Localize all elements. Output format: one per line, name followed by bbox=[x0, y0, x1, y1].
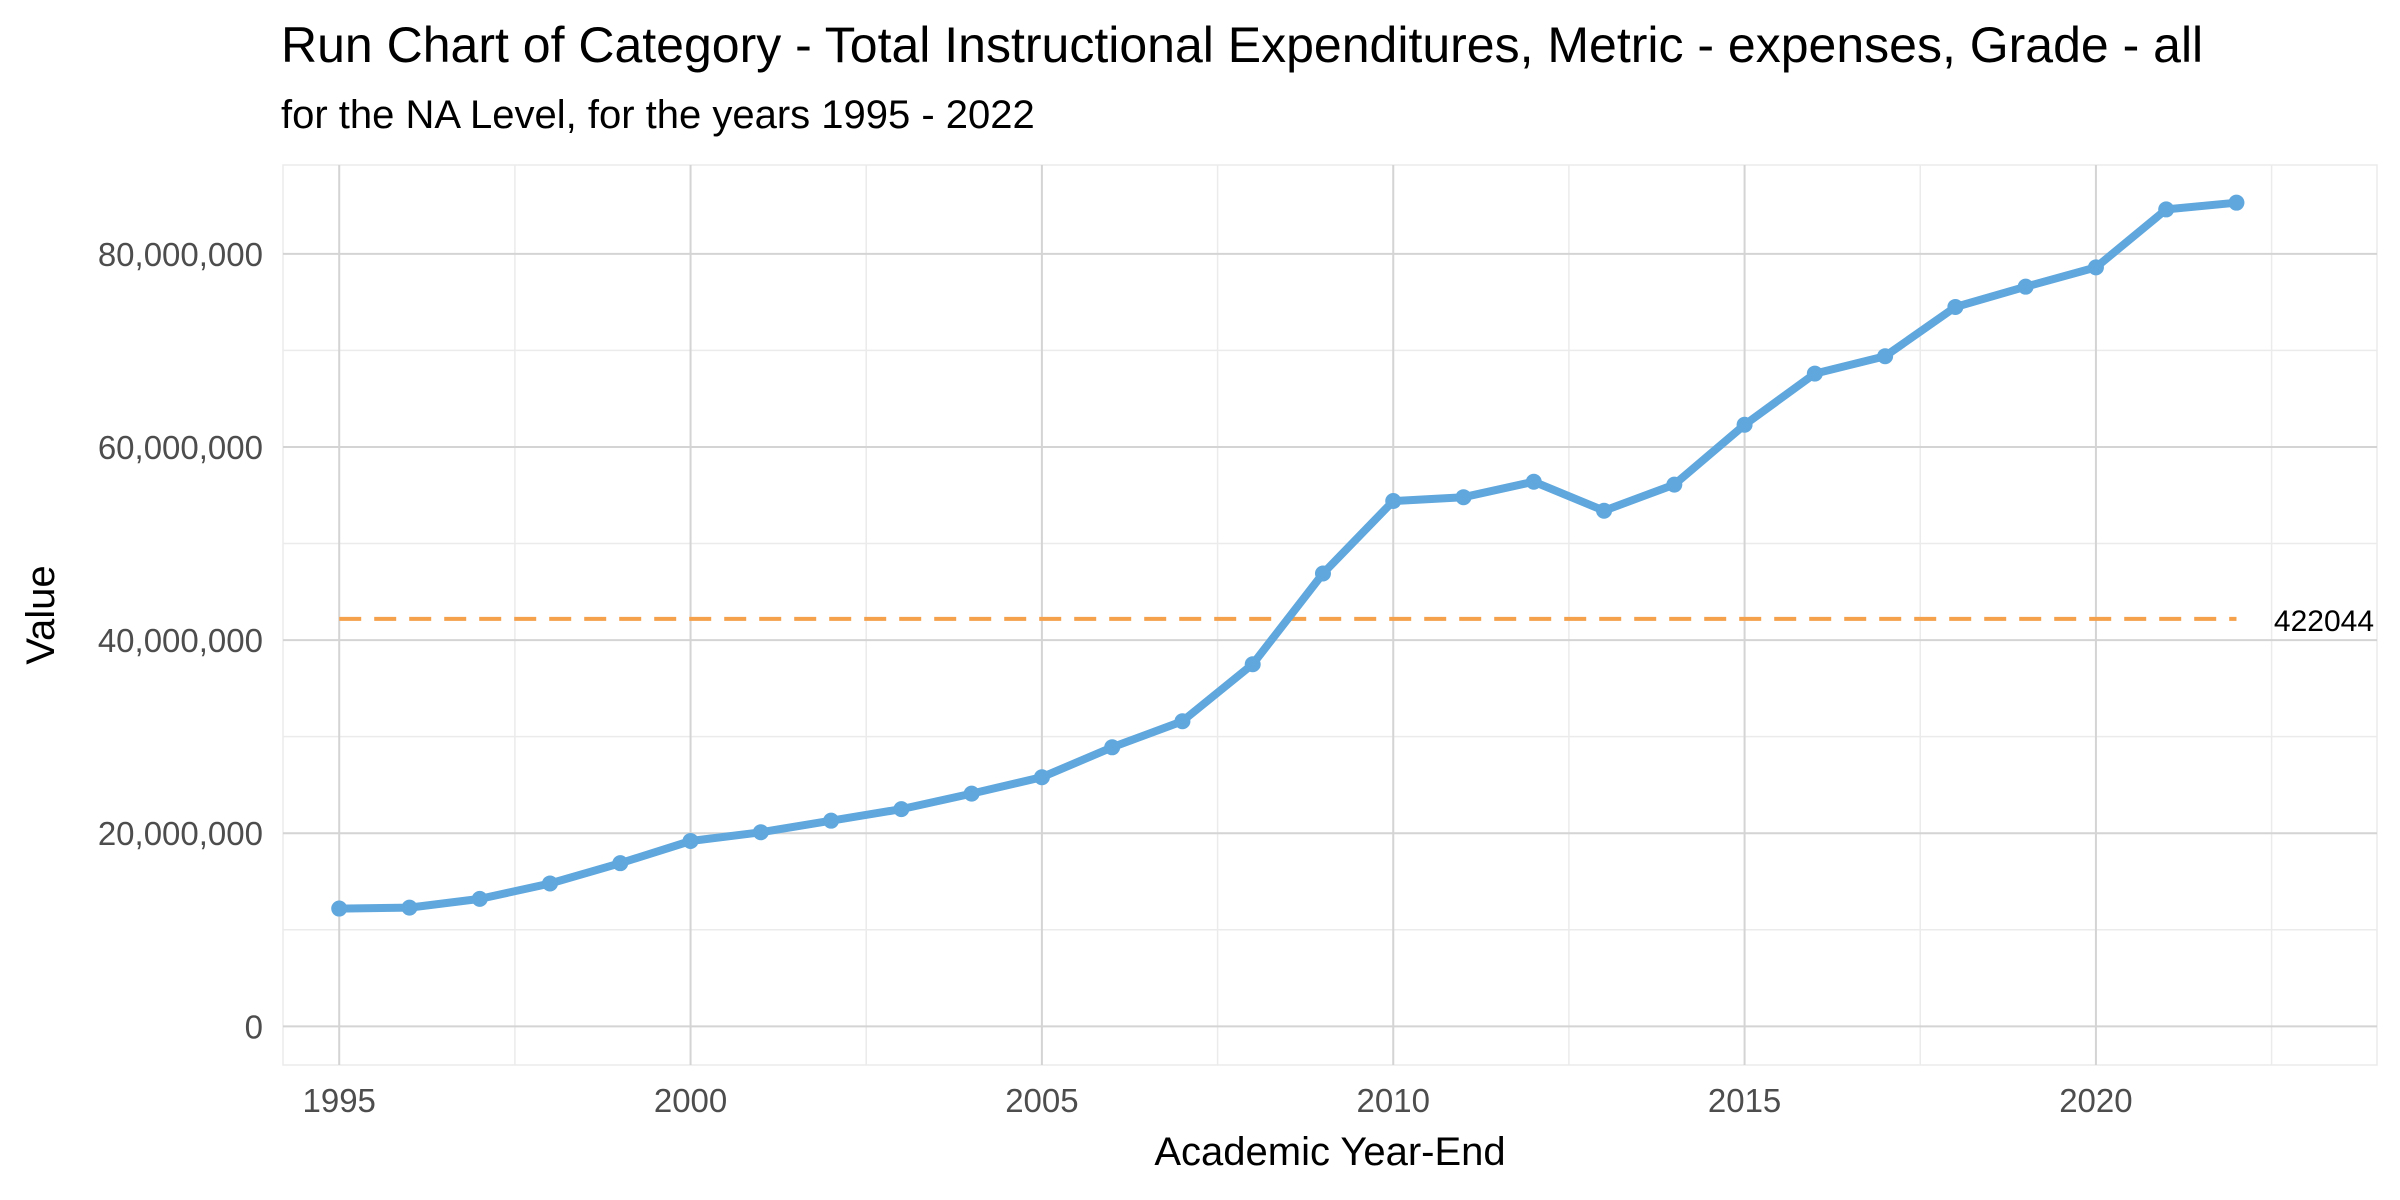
data-point bbox=[1314, 565, 1331, 582]
series-group bbox=[331, 194, 2245, 917]
data-point bbox=[1455, 489, 1472, 506]
chart-subtitle: for the NA Level, for the years 1995 - 2… bbox=[281, 93, 1035, 137]
data-point bbox=[1104, 739, 1121, 756]
y-tick-label: 40,000,000 bbox=[98, 622, 263, 659]
data-point bbox=[2087, 259, 2104, 276]
x-tick-label: 2010 bbox=[1357, 1082, 1430, 1119]
y-tick-label: 60,000,000 bbox=[98, 429, 263, 466]
data-point bbox=[542, 875, 559, 892]
data-point bbox=[1736, 416, 1753, 433]
tick-labels: 1995 2000 2005 2010 2015 2020 0 20,000,000 40,00… bbox=[98, 236, 2133, 1119]
reference-line-label: 422044 bbox=[2274, 605, 2374, 638]
y-tick-label: 80,000,000 bbox=[98, 236, 263, 273]
y-tick-label: 0 bbox=[245, 1008, 263, 1045]
data-point bbox=[2017, 278, 2034, 295]
data-point bbox=[823, 812, 840, 829]
x-tick-label: 2005 bbox=[1005, 1082, 1078, 1119]
x-tick-label: 1995 bbox=[303, 1082, 376, 1119]
data-point bbox=[1174, 713, 1191, 730]
data-point bbox=[1525, 473, 1542, 490]
data-point bbox=[682, 832, 699, 849]
data-point bbox=[1033, 769, 1050, 786]
x-tick-label: 2020 bbox=[2059, 1082, 2132, 1119]
data-point bbox=[1806, 365, 1823, 382]
data-point bbox=[612, 855, 629, 872]
data-point bbox=[963, 785, 980, 802]
data-point bbox=[1596, 502, 1613, 519]
x-tick-label: 2015 bbox=[1708, 1082, 1781, 1119]
grid-lines bbox=[283, 165, 2377, 1065]
series-line bbox=[335, 198, 2241, 913]
data-point bbox=[1244, 656, 1261, 673]
data-point bbox=[471, 890, 488, 907]
data-point bbox=[401, 899, 418, 916]
y-axis-title: Value bbox=[19, 565, 63, 664]
data-point bbox=[893, 801, 910, 818]
data-point bbox=[331, 900, 348, 917]
data-point bbox=[1385, 493, 1402, 510]
data-point bbox=[2228, 194, 2245, 211]
data-point bbox=[1877, 348, 1894, 365]
data-point bbox=[1666, 476, 1683, 493]
plot-panel bbox=[282, 164, 2378, 1066]
chart-title: Run Chart of Category - Total Instructio… bbox=[281, 17, 2203, 73]
data-point bbox=[752, 824, 769, 841]
data-point bbox=[1947, 298, 1964, 315]
data-point bbox=[2158, 201, 2175, 218]
x-tick-label: 2000 bbox=[654, 1082, 727, 1119]
y-tick-label: 20,000,000 bbox=[98, 815, 263, 852]
x-axis-title: Academic Year-End bbox=[1154, 1130, 1505, 1174]
